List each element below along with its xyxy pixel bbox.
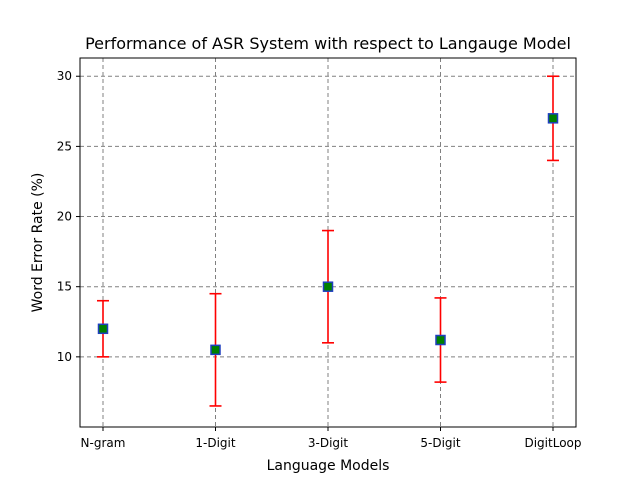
y-axis: 10 15 20 25 30 <box>57 69 80 364</box>
chart-title: Performance of ASR System with respect t… <box>85 34 571 53</box>
y-tick-label: 30 <box>57 69 72 83</box>
x-axis-label: Language Models <box>267 458 390 474</box>
x-tick-label: 1-Digit <box>195 436 235 450</box>
y-tick-label: 20 <box>57 210 72 224</box>
data-point <box>322 281 334 292</box>
x-axis: N-gram 1-Digit 3-Digit 5-Digit DigitLoop <box>81 427 582 450</box>
x-tick-label: 3-Digit <box>308 436 348 450</box>
data-point <box>97 323 109 335</box>
data-point <box>435 334 446 346</box>
y-tick-label: 10 <box>57 350 72 364</box>
y-axis-label: Word Error Rate (%) <box>30 173 46 313</box>
data-point <box>210 344 221 356</box>
data-markers <box>97 113 559 356</box>
x-tick-label: 5-Digit <box>420 436 460 450</box>
x-tick-label: N-gram <box>81 436 126 450</box>
y-tick-label: 25 <box>57 139 72 153</box>
x-tick-label: DigitLoop <box>524 436 581 450</box>
data-point <box>547 113 559 124</box>
y-tick-label: 15 <box>57 280 72 294</box>
